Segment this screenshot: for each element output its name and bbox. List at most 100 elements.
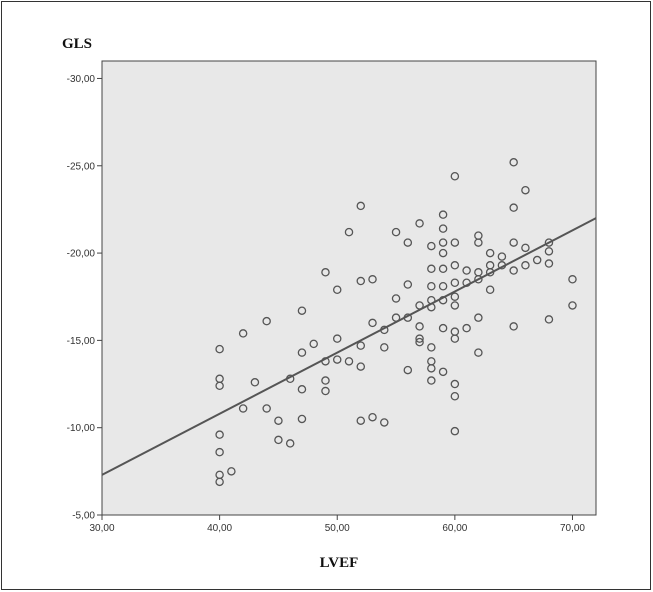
y-tick-label: -20,00	[67, 249, 96, 260]
fit-line	[101, 217, 597, 476]
data-point	[415, 334, 424, 343]
data-point	[544, 247, 554, 256]
y-tick-label: -15,00	[67, 336, 96, 347]
data-point	[415, 301, 424, 310]
data-point	[238, 329, 248, 338]
data-point	[368, 318, 377, 328]
x-tick-label: 40,00	[207, 523, 232, 534]
data-point	[509, 238, 518, 247]
data-point	[297, 414, 307, 424]
data-point	[391, 313, 401, 322]
data-point	[438, 224, 448, 233]
data-point	[332, 355, 342, 364]
data-point	[356, 201, 366, 211]
data-point	[497, 261, 507, 270]
data-point	[332, 285, 342, 294]
data-point	[403, 365, 413, 375]
data-point	[462, 278, 471, 288]
data-point	[380, 325, 389, 335]
data-point	[485, 248, 495, 258]
data-point	[509, 322, 518, 331]
data-point	[321, 376, 330, 385]
data-point	[544, 238, 554, 247]
data-point	[391, 227, 401, 237]
data-point	[438, 323, 448, 333]
data-point	[485, 268, 495, 277]
data-point	[403, 238, 413, 247]
y-tick-label: -25,00	[67, 161, 96, 172]
y-axis-title: GLS	[62, 36, 92, 52]
data-point	[403, 280, 413, 289]
axes-layer: 30,00 40,00 50,00 60,00 70,00 -5,00 -10,00 -15,…	[67, 74, 586, 534]
x-tick-label: 30,00	[89, 523, 114, 534]
data-point	[309, 339, 318, 349]
data-point	[368, 412, 377, 422]
data-point	[262, 404, 271, 413]
data-point	[474, 348, 483, 357]
data-point	[438, 295, 448, 305]
data-point	[462, 323, 471, 333]
data-point	[321, 386, 330, 396]
data-point	[509, 266, 518, 275]
data-point	[427, 282, 436, 291]
data-point	[238, 404, 248, 413]
data-point	[450, 238, 460, 247]
data-point	[356, 416, 366, 425]
data-point	[321, 268, 330, 277]
data-point	[450, 292, 460, 301]
data-point	[368, 275, 377, 284]
points-layer	[215, 158, 577, 487]
data-point	[450, 171, 460, 181]
data-point	[344, 357, 354, 366]
data-point	[474, 238, 483, 247]
data-point	[438, 282, 448, 291]
data-point	[297, 385, 307, 394]
data-point	[532, 255, 542, 265]
data-point	[285, 374, 295, 384]
data-point	[250, 378, 260, 387]
data-point	[544, 259, 554, 268]
data-point	[438, 248, 448, 258]
data-point	[450, 379, 460, 389]
data-point	[485, 285, 495, 294]
data-point	[297, 306, 307, 315]
data-point	[521, 261, 530, 270]
data-point	[450, 334, 460, 343]
data-point	[215, 477, 224, 487]
data-point	[509, 203, 518, 212]
data-point	[568, 275, 577, 284]
data-point	[450, 426, 460, 436]
data-point	[391, 294, 401, 303]
y-tick-label: -5,00	[72, 511, 95, 522]
data-point	[262, 316, 271, 326]
data-point	[415, 219, 424, 228]
data-point	[321, 357, 330, 366]
data-point	[438, 210, 448, 219]
data-point	[521, 243, 530, 253]
data-point	[415, 337, 424, 347]
data-point	[215, 344, 224, 354]
data-point	[509, 158, 518, 167]
data-point	[427, 264, 436, 274]
data-point	[403, 313, 413, 322]
data-point	[332, 334, 342, 343]
data-point	[274, 435, 283, 445]
data-point	[274, 416, 283, 425]
data-point	[427, 302, 436, 312]
data-point	[438, 264, 448, 274]
data-point	[380, 418, 389, 427]
data-point	[227, 467, 236, 476]
data-point	[450, 392, 460, 401]
data-point	[450, 261, 460, 270]
data-point	[427, 241, 436, 251]
data-point	[427, 343, 436, 352]
data-point	[438, 367, 448, 377]
data-point	[427, 376, 436, 385]
data-point	[297, 348, 307, 357]
x-axis-title: LVEF	[320, 555, 359, 571]
data-point	[521, 185, 530, 195]
data-point	[450, 278, 460, 288]
data-point	[356, 276, 366, 286]
data-point	[215, 447, 224, 457]
